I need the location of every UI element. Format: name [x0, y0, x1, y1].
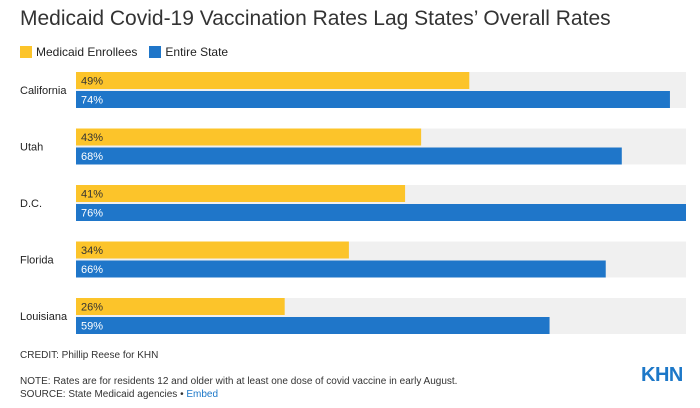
chart-title: Medicaid Covid-19 Vaccination Rates Lag … — [20, 7, 611, 30]
bar-state — [76, 91, 670, 108]
embed-link[interactable]: Embed — [186, 389, 219, 400]
bar-value-label: 34% — [81, 245, 103, 257]
note-text: NOTE: Rates are for residents 12 and old… — [20, 376, 458, 387]
source-prefix: SOURCE: State Medicaid agencies • — [20, 389, 187, 400]
bar-value-label: 41% — [81, 189, 103, 201]
legend-item-medicaid: Medicaid Enrollees — [20, 45, 137, 59]
bar-state — [76, 260, 606, 278]
category-label: California — [20, 85, 67, 97]
legend-swatch-medicaid — [20, 46, 32, 58]
legend-item-state: Entire State — [149, 45, 228, 59]
bar-value-label: 74% — [81, 95, 103, 107]
legend-swatch-state — [149, 46, 162, 58]
khn-logo: KHN — [641, 364, 683, 386]
bar-value-label: 26% — [81, 302, 103, 314]
bar-medicaid — [76, 128, 422, 146]
legend-label-medicaid: Medicaid Enrollees — [36, 45, 138, 59]
bar-value-label: 49% — [81, 76, 103, 88]
bar-value-label: 66% — [81, 264, 103, 276]
bar-value-label: 76% — [81, 208, 103, 220]
category-label: Louisiana — [20, 311, 68, 323]
category-label: Utah — [20, 142, 43, 154]
bar-state — [76, 317, 550, 334]
category-label: Florida — [20, 255, 55, 267]
source-text: SOURCE: State Medicaid agencies • Embed — [20, 389, 218, 400]
legend-label-state: Entire State — [165, 45, 229, 59]
bar-value-label: 68% — [81, 151, 103, 163]
bar-value-label: 59% — [81, 321, 103, 333]
bar-medicaid — [76, 241, 349, 259]
credit-text: CREDIT: Phillip Reese for KHN — [20, 350, 159, 361]
bar-medicaid — [76, 72, 470, 89]
legend: Medicaid Enrollees Entire State — [20, 45, 240, 59]
category-label: D.C. — [20, 198, 42, 210]
bar-medicaid — [76, 298, 285, 315]
bar-medicaid — [76, 185, 406, 202]
bar-value-label: 43% — [81, 132, 103, 144]
bar-state — [76, 204, 686, 221]
bar-state — [76, 147, 622, 165]
